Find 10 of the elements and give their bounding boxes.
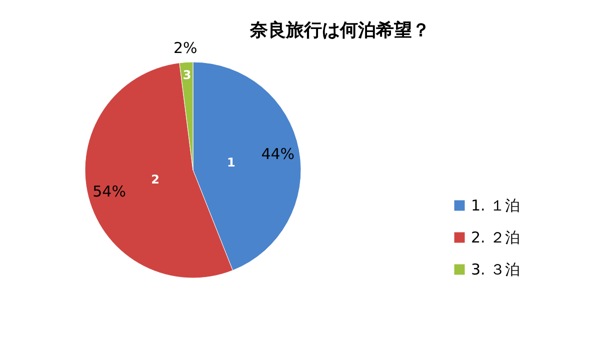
- data-label: 54%: [92, 182, 126, 200]
- legend-label: 1. １泊: [471, 196, 520, 214]
- text: 3: [182, 68, 192, 82]
- chart-title: 奈良旅行は何泊希望？: [249, 20, 430, 41]
- legend-label: 2. ２泊: [471, 228, 520, 246]
- data-label: 2%: [173, 39, 198, 58]
- text: 1: [227, 156, 236, 170]
- text: 2: [151, 172, 160, 187]
- data-label: 44%: [261, 144, 295, 163]
- legend-label: 3. ３泊: [471, 260, 520, 278]
